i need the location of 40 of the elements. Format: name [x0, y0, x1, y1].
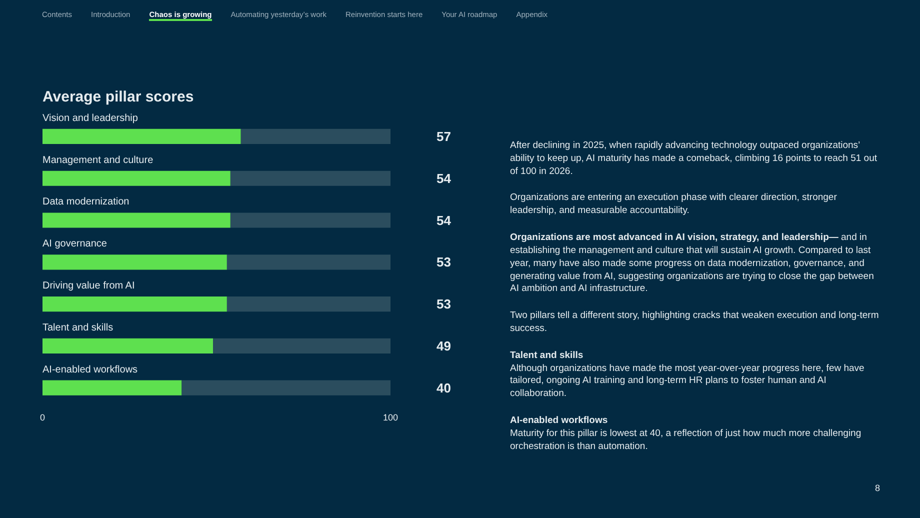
x-tick-label: 100 — [382, 412, 398, 422]
y-tick-label: Data modernization — [42, 196, 130, 208]
text: Organizations are most advanced in AI vision, strategy, and leadership— — [510, 232, 838, 244]
y-tick-label: Driving value from AI — [42, 280, 135, 292]
text: Although organizations have made the most year-over-year progress here, few have tailored, ongoing AI training and long-term HR plans to foster human and AI collaboration. — [510, 362, 864, 400]
bar — [230, 170, 390, 186]
text: Organizations are entering an execution phase with clearer direction, stronger leadership, and measurable accountability. — [510, 192, 838, 218]
y-tick-label: Management and culture — [42, 154, 154, 166]
x-tick-label: 0 — [40, 412, 46, 422]
data-label: 54 — [436, 170, 452, 186]
bar — [42, 338, 214, 354]
data-label: 57 — [436, 128, 451, 144]
text: 8 — [874, 482, 880, 496]
bar — [42, 254, 227, 270]
y-tick-label: AI-enabled workflows — [42, 364, 138, 376]
bar — [240, 128, 390, 144]
data-label: 54 — [436, 212, 452, 228]
y-tick-label: AI governance — [42, 238, 108, 250]
bar — [42, 296, 227, 312]
text: AI-enabled workflows — [510, 415, 608, 426]
bar — [213, 338, 390, 354]
y-tick-label: Talent and skills — [42, 322, 114, 334]
data-label: 49 — [436, 338, 451, 354]
bar — [226, 296, 390, 312]
y-tick-label: Vision and leadership — [42, 112, 138, 124]
text: After declining in 2025, when rapidly advancing technology outpaced organizations’ ability to keep up, AI maturity has made a comeback, climbing 16 points to reach 51 out of 100 in 2026. — [510, 140, 878, 178]
bar — [226, 254, 390, 270]
bar — [42, 380, 182, 396]
data-label: 40 — [436, 380, 451, 396]
text: Two pillars tell a different story, highlighting cracks that weaken execution and long-term success. — [510, 310, 880, 336]
data-label: 53 — [436, 296, 451, 312]
bar — [182, 380, 390, 396]
data-label: 53 — [436, 254, 451, 270]
bar — [230, 212, 390, 228]
bar — [42, 170, 230, 186]
text: Maturity for this pillar is lowest at 40, a reflection of just how much more challenging orchestration is than automation. — [510, 428, 862, 452]
chart-title: Average pillar scores — [42, 88, 194, 106]
text: Talent and skills — [510, 350, 584, 361]
bar — [42, 128, 241, 144]
bar — [42, 212, 230, 228]
